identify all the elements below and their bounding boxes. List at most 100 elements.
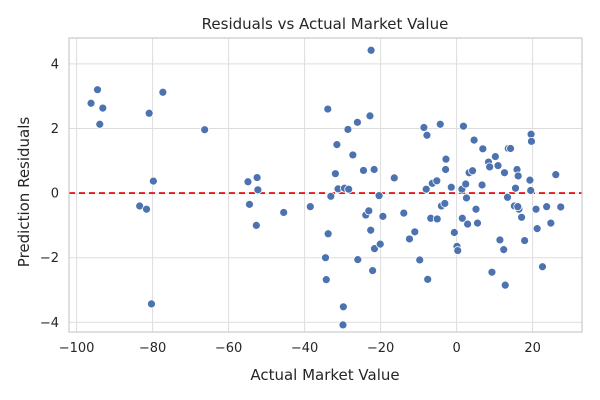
data-point	[330, 169, 340, 179]
data-point	[353, 117, 362, 127]
data-point	[148, 176, 158, 186]
data-point	[245, 199, 254, 209]
data-point	[440, 199, 450, 208]
data-point	[511, 183, 520, 193]
data-point	[503, 192, 512, 202]
data-point	[279, 208, 289, 217]
data-point	[493, 161, 503, 171]
x-tick-label: 0	[452, 341, 460, 356]
x-tick-label: −40	[291, 341, 318, 356]
data-point	[525, 175, 535, 185]
data-point	[370, 244, 379, 254]
data-point	[158, 87, 168, 97]
data-point	[449, 228, 459, 237]
data-point	[441, 165, 450, 174]
data-point	[410, 227, 420, 237]
y-tick-label: 4	[51, 57, 59, 72]
data-point	[343, 125, 353, 134]
data-point	[368, 266, 378, 276]
data-point	[453, 246, 463, 255]
data-point	[531, 204, 541, 214]
data-point	[378, 211, 388, 221]
data-point	[487, 267, 497, 277]
x-axis-label: Actual Market Value	[250, 366, 399, 384]
data-point	[344, 184, 354, 194]
data-point	[365, 111, 375, 121]
data-point	[423, 274, 433, 284]
data-point	[461, 179, 471, 189]
data-point	[477, 180, 487, 190]
data-point	[353, 255, 363, 265]
data-point	[463, 219, 473, 229]
data-point	[338, 302, 348, 312]
data-point	[253, 185, 263, 195]
data-point	[532, 224, 542, 234]
data-point	[432, 214, 442, 224]
data-point	[415, 255, 425, 265]
data-point	[364, 206, 374, 216]
data-points	[86, 45, 566, 330]
data-point	[485, 162, 495, 172]
data-point	[348, 150, 358, 160]
data-point	[305, 202, 315, 212]
y-tick-label: 0	[51, 187, 59, 202]
data-point	[520, 236, 530, 245]
data-point	[323, 104, 333, 114]
data-point	[326, 191, 336, 201]
y-tick-label: 2	[51, 122, 59, 137]
data-point	[98, 103, 108, 113]
chart-title: Residuals vs Actual Market Value	[202, 15, 449, 33]
data-point	[441, 154, 451, 164]
data-point	[471, 204, 481, 214]
data-point	[495, 235, 505, 245]
data-point	[405, 234, 414, 244]
data-point	[359, 166, 368, 175]
x-axis-ticks: −100 −80 −60 −40 −20 0 20	[59, 341, 541, 356]
data-point	[321, 275, 331, 285]
data-point	[500, 168, 509, 178]
data-point	[538, 262, 547, 272]
data-point	[243, 177, 253, 187]
data-point	[147, 299, 156, 309]
data-point	[556, 202, 566, 212]
data-point	[542, 202, 552, 212]
x-tick-label: −80	[139, 341, 166, 356]
data-point	[369, 165, 379, 174]
data-point	[457, 213, 467, 223]
data-point	[499, 245, 509, 255]
data-point	[338, 320, 348, 330]
plot-frame	[68, 37, 583, 333]
data-point	[551, 170, 561, 180]
data-point	[200, 125, 210, 135]
data-point	[142, 204, 151, 214]
data-point	[144, 108, 154, 118]
data-point	[462, 193, 471, 203]
data-point	[517, 212, 526, 222]
data-point	[252, 173, 262, 182]
data-point	[546, 218, 556, 228]
data-point	[459, 121, 468, 131]
x-tick-label: −100	[59, 341, 95, 356]
data-point	[321, 253, 330, 263]
data-point	[251, 220, 261, 230]
data-point	[490, 152, 500, 161]
data-point	[527, 136, 536, 146]
y-axis-ticks: −4 −2 0 2 4	[40, 57, 59, 330]
y-tick-label: −2	[40, 251, 59, 266]
data-point	[422, 130, 432, 140]
data-point	[366, 45, 376, 55]
data-point	[399, 208, 409, 218]
data-point	[93, 85, 102, 95]
data-point	[421, 184, 431, 194]
data-point	[432, 176, 442, 186]
data-point	[468, 166, 477, 176]
data-point	[95, 119, 105, 129]
data-point	[435, 119, 445, 129]
y-axis-label: Prediction Residuals	[15, 117, 33, 268]
data-point	[500, 280, 510, 290]
data-point	[419, 123, 429, 132]
x-tick-label: −20	[367, 341, 394, 356]
data-point	[513, 202, 523, 212]
